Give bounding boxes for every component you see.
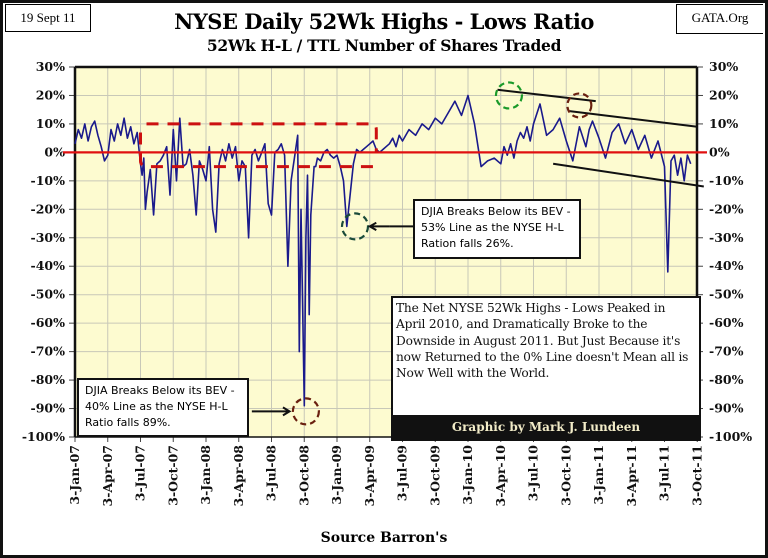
y-tick-label-left: 20%: [36, 87, 65, 102]
arrow-icon-2008: [251, 406, 292, 417]
callout-2009-line-3: Ration falls 26%.: [421, 237, 514, 250]
source-label: GATA.Org: [676, 4, 763, 34]
trendline-upper-channel: [569, 110, 698, 128]
y-tick-label-left: 0%: [44, 144, 65, 159]
chart-svg: 30% 30% 20% 20% 10% 10% 0% 0% -10% -10% -20% -20% -3…: [22, 59, 752, 507]
trendline-lower-channel: [553, 162, 704, 188]
callout-2008-crash: DJIA Breaks Below its BEV - 40% Line as …: [77, 378, 249, 437]
commentary-text: The Net NYSE 52Wk Highs - Lows Peaked in…: [396, 301, 689, 381]
arrow-icon-2009: [367, 221, 390, 231]
callout-2009-line-2: 53% Line as the NYSE H-L: [421, 221, 564, 234]
chart-title: NYSE Daily 52Wk Highs - Lows Ratio: [174, 9, 594, 34]
x-tick-label: 3-Apr-09: [362, 445, 377, 507]
series-line-nyse-hl-ratio: [74, 94, 692, 407]
y-tick-label-left: -80%: [31, 372, 66, 387]
y-tick-label-right: -10%: [709, 173, 744, 188]
x-tick-label: 3-Oct-10: [558, 445, 573, 506]
x-tick-label: 3-Jul-10: [526, 445, 541, 502]
x-tick-label: 3-Oct-08: [296, 445, 311, 506]
x-tick-label: 3-Jan-08: [198, 445, 213, 505]
callout-2009-line-1: DJIA Breaks Below its BEV -: [421, 205, 571, 218]
y-tick-label-left: -50%: [31, 287, 66, 302]
y-tick-label-left: -20%: [31, 201, 66, 216]
x-tick-label: 3-Apr-07: [100, 445, 115, 507]
peak-highlight-circle-green: [494, 81, 524, 110]
trough-2008-circle: [291, 397, 320, 426]
x-tick-label: 3-Oct-11: [689, 445, 704, 506]
x-tick-label: 3-Apr-08: [231, 445, 246, 507]
x-tick-label: 3-Jul-11: [657, 445, 672, 501]
x-tick-label: 3-Jan-11: [591, 445, 606, 505]
trendline-top: [497, 88, 596, 103]
x-axis-title: Source Barron's: [320, 530, 448, 546]
y-tick-label-left: -60%: [31, 315, 66, 330]
y-tick-label-right: -70%: [709, 344, 744, 359]
callout-2008-line-3: Ratio falls 89%.: [85, 416, 171, 429]
x-tick-label: 3-Apr-11: [624, 445, 639, 507]
y-tick-label-right: 10%: [709, 116, 738, 131]
x-tick-label: 3-Jul-07: [133, 445, 148, 501]
x-tick-label: 3-Jan-07: [67, 445, 82, 505]
y-tick-label-right: -50%: [709, 287, 744, 302]
y-tick-label-right: -80%: [709, 372, 744, 387]
y-tick-label-right: -60%: [709, 315, 744, 330]
x-tick-label: 3-Jul-09: [395, 445, 410, 501]
y-tick-label-right: -100%: [709, 429, 752, 444]
chart-subtitle: 52Wk H-L / TTL Number of Shares Traded: [206, 36, 562, 55]
dashed-range-upper: [146, 122, 378, 153]
y-tick-label-right: -90%: [709, 401, 744, 416]
y-tick-label-left: -90%: [31, 401, 66, 416]
y-tick-label-left: -10%: [31, 173, 66, 188]
x-tick-label: 3-Apr-10: [493, 445, 508, 507]
date-label: 19 Sept 11: [5, 4, 91, 32]
y-tick-label-right: 0%: [709, 144, 730, 159]
x-tick-label: 3-Jan-10: [460, 445, 475, 505]
y-tick-label-left: 30%: [36, 59, 65, 74]
x-tick-label: 3-Oct-09: [427, 445, 442, 506]
x-tick-label: 3-Jul-08: [264, 445, 279, 502]
x-tick-label: 3-Jan-09: [329, 445, 344, 505]
y-tick-label-right: 20%: [709, 87, 738, 102]
commentary-box: The Net NYSE 52Wk Highs - Lows Peaked in…: [391, 296, 701, 441]
y-tick-label-left: -100%: [22, 429, 65, 444]
y-tick-label-right: 30%: [709, 59, 738, 74]
callout-2008-line-2: 40% Line as the NYSE H-L: [85, 400, 228, 413]
y-tick-label-right: -20%: [709, 201, 744, 216]
dashed-range-lower: [139, 132, 378, 169]
callout-2008-line-1: DJIA Breaks Below its BEV -: [85, 384, 235, 397]
y-tick-label-right: -30%: [709, 230, 744, 245]
y-tick-label-left: 10%: [36, 116, 65, 131]
y-tick-label-left: -40%: [31, 258, 66, 273]
callout-2009-break: DJIA Breaks Below its BEV - 53% Line as …: [413, 199, 581, 259]
y-tick-label-left: -30%: [31, 230, 66, 245]
x-tick-label: 3-Oct-07: [165, 445, 180, 506]
y-tick-label-right: -40%: [709, 258, 744, 273]
peak-highlight-circle-brown: [566, 92, 593, 119]
credit-banner: Graphic by Mark J. Lundeen: [393, 415, 699, 439]
y-tick-label-left: -70%: [31, 344, 66, 359]
